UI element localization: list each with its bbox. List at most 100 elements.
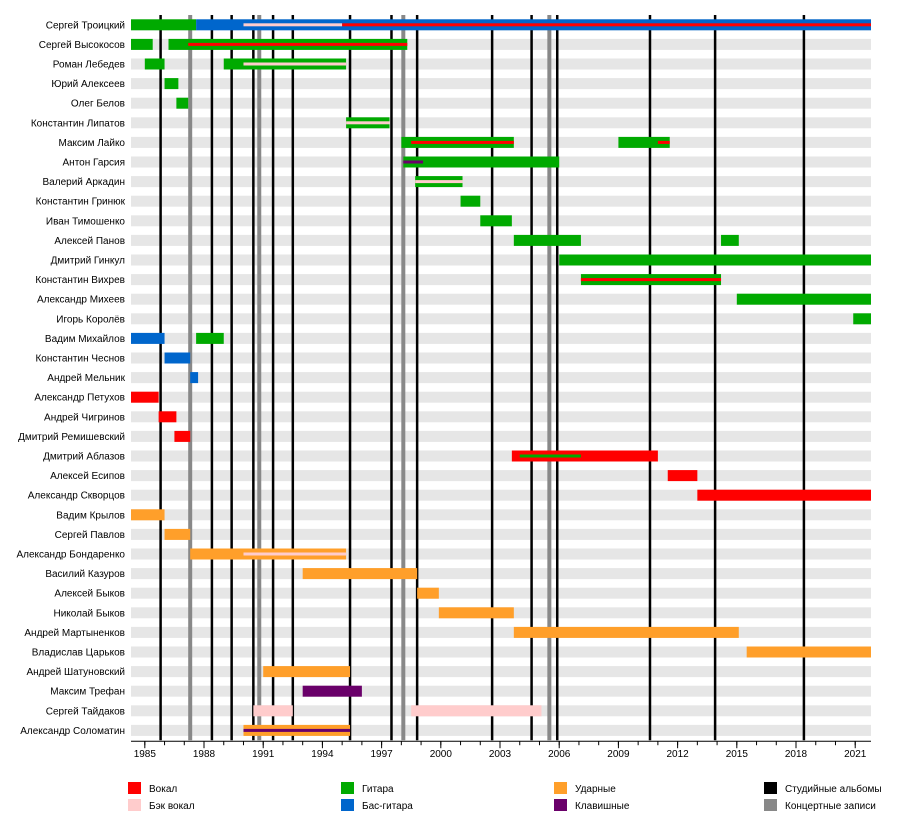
member-label: Алексей Есипов <box>50 471 125 482</box>
row-background <box>131 411 871 423</box>
row-background <box>131 430 871 442</box>
row-background <box>131 58 871 70</box>
member-label: Александр Скворцов <box>28 491 125 502</box>
legend-swatch-guitar <box>341 782 354 794</box>
legend-swatch-drums <box>554 782 567 794</box>
bar-backvocal <box>243 552 347 556</box>
x-tick-label: 1991 <box>252 749 275 760</box>
member-label: Максим Лайко <box>59 138 126 149</box>
x-tick-label: 2018 <box>785 749 808 760</box>
bar-backvocal <box>411 705 542 717</box>
member-label: Василий Казуров <box>45 569 125 580</box>
row-background <box>131 626 871 638</box>
legend-swatch-backvocal <box>128 799 141 811</box>
bar-guitar <box>513 234 581 246</box>
bar-drums <box>302 568 418 580</box>
bar-vocal <box>511 450 658 462</box>
x-tick-label: 1997 <box>370 749 393 760</box>
member-label: Константин Гринюк <box>36 197 126 208</box>
row-background <box>131 352 871 364</box>
row-background <box>131 548 871 560</box>
bar-drums <box>131 509 165 521</box>
bar-backvocal <box>253 705 293 717</box>
member-label: Александр Михеев <box>37 295 125 306</box>
x-tick-label: 2015 <box>726 749 749 760</box>
x-tick-label: 2003 <box>489 749 512 760</box>
member-label: Владислав Царьков <box>32 648 125 659</box>
member-label: Вадим Михайлов <box>45 334 125 345</box>
bar-guitar <box>559 254 871 266</box>
bar-vocal <box>158 411 177 423</box>
bar-guitar <box>176 97 189 109</box>
bar-guitar <box>853 313 871 325</box>
legend-label-bass: Бас-гитара <box>362 801 413 812</box>
bar-bass <box>190 372 199 384</box>
bar-vocal <box>411 140 514 144</box>
x-tick-label: 2009 <box>607 749 630 760</box>
row-background <box>131 38 871 50</box>
bar-backvocal <box>243 62 347 66</box>
bar-guitar <box>131 19 197 31</box>
bar-vocal <box>174 430 191 442</box>
bar-guitar <box>131 38 153 50</box>
member-label: Андрей Мартыненков <box>24 628 125 639</box>
bar-guitar <box>721 234 739 246</box>
row-background <box>131 587 871 599</box>
bar-vocal <box>131 391 159 403</box>
member-label: Максим Трефан <box>50 686 125 698</box>
row-background <box>131 293 871 305</box>
x-axis: 1985 1988 1991 1994 1997 2000 2003 2006 2009 2012… <box>131 740 871 760</box>
legend-label-vocal: Вокал <box>149 784 177 795</box>
legend: Вокал Бэк вокал Гитара Бас-гитара Ударные Кла… <box>128 782 882 812</box>
bar-keys <box>403 160 424 164</box>
member-label: Андрей Мельник <box>47 373 125 384</box>
bar-vocal <box>342 23 871 27</box>
bar-guitar <box>164 78 179 90</box>
legend-label-studio: Студийные альбомы <box>785 783 882 795</box>
x-tick-label: 2006 <box>548 749 571 760</box>
member-label: Дмитрий Гинкул <box>51 256 126 267</box>
bar-guitar <box>460 195 481 207</box>
row-background <box>131 450 871 462</box>
member-label: Антон Гарсия <box>63 158 126 169</box>
row-background <box>131 254 871 266</box>
member-label: Роман Лебедев <box>53 59 125 71</box>
member-label: Константин Вихрев <box>35 275 125 286</box>
row-background <box>131 666 871 678</box>
x-tick-label: 1988 <box>193 749 216 760</box>
legend-label-live: Концертные записи <box>785 801 876 812</box>
row-background <box>131 509 871 521</box>
row-background <box>131 176 871 188</box>
member-label: Дмитрий Аблазов <box>43 451 125 463</box>
member-label: Юрий Алексеев <box>51 79 125 90</box>
member-label: Александр Соломатин <box>20 726 125 737</box>
x-tick-label: 1994 <box>311 749 334 760</box>
legend-swatch-bass <box>341 799 354 811</box>
bar-guitar <box>196 332 224 344</box>
x-tick-label: 2012 <box>666 749 689 760</box>
row-background <box>131 274 871 286</box>
member-labels: Сергей Троицкий Сергей Высокосов Роман Леб… <box>16 20 125 737</box>
row-background <box>131 646 871 658</box>
member-label: Сергей Высокосов <box>39 40 125 51</box>
row-background <box>131 685 871 697</box>
row-background <box>131 470 871 482</box>
row-background <box>131 313 871 325</box>
bar-guitar <box>736 293 871 305</box>
row-background <box>131 568 871 580</box>
member-label: Константин Липатов <box>31 118 125 129</box>
bar-keys <box>243 728 351 732</box>
member-label: Алексей Быков <box>54 589 125 600</box>
member-label: Игорь Королёв <box>56 314 125 325</box>
member-label: Олег Белов <box>71 99 125 110</box>
bar-guitar <box>618 136 670 148</box>
bar-drums <box>263 666 351 678</box>
member-label: Сергей Павлов <box>55 530 125 541</box>
row-background <box>131 78 871 90</box>
bar-vocal <box>667 470 698 482</box>
row-background <box>131 234 871 246</box>
row-background <box>131 97 871 109</box>
bar-drums <box>164 528 191 540</box>
bar-guitar <box>144 58 165 70</box>
